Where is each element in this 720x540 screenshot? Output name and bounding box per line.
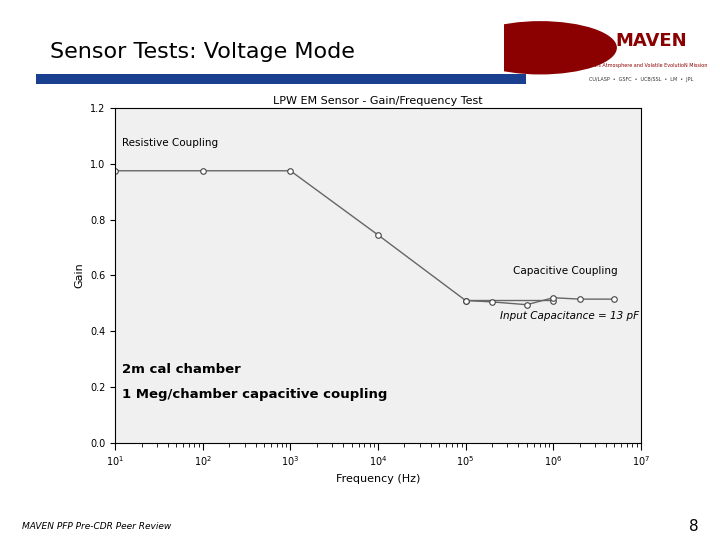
Y-axis label: Gain: Gain xyxy=(75,262,84,288)
Text: CU/LASP  •  GSFC  •  UCB/SSL  •  LM  •  JPL: CU/LASP • GSFC • UCB/SSL • LM • JPL xyxy=(589,77,693,82)
Text: Sensor Tests: Voltage Mode: Sensor Tests: Voltage Mode xyxy=(50,42,355,62)
Text: 2m cal chamber: 2m cal chamber xyxy=(122,363,241,376)
Text: Resistive Coupling: Resistive Coupling xyxy=(122,138,218,148)
Title: LPW EM Sensor - Gain/Frequency Test: LPW EM Sensor - Gain/Frequency Test xyxy=(273,96,483,106)
Text: 1 Meg/chamber capacitive coupling: 1 Meg/chamber capacitive coupling xyxy=(122,388,387,401)
Text: Capacitive Coupling: Capacitive Coupling xyxy=(513,266,618,276)
Text: Input Capacitance = 13 pF: Input Capacitance = 13 pF xyxy=(500,311,639,321)
Text: MAVEN: MAVEN xyxy=(615,32,686,50)
Text: Mars Atmosphere and Volatile EvolutioN Mission: Mars Atmosphere and Volatile EvolutioN M… xyxy=(589,63,707,68)
Circle shape xyxy=(464,21,617,75)
X-axis label: Frequency (Hz): Frequency (Hz) xyxy=(336,474,420,484)
Text: MAVEN PFP Pre-CDR Peer Review: MAVEN PFP Pre-CDR Peer Review xyxy=(22,522,171,531)
Text: 8: 8 xyxy=(689,519,698,534)
